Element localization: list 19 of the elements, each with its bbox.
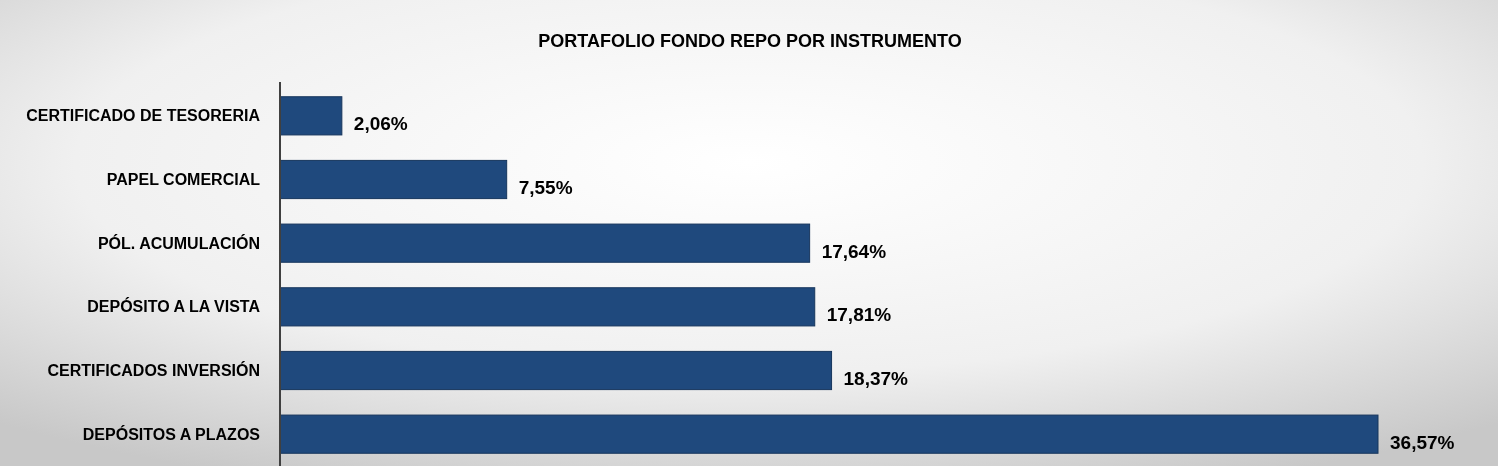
bar bbox=[279, 159, 508, 200]
data-label: 17,81% bbox=[826, 304, 892, 326]
data-label: 7,55% bbox=[518, 177, 573, 199]
y-tick-label: PÓL. ACUMULACIÓN bbox=[97, 233, 260, 252]
y-tick-label: CERTIFICADOS INVERSIÓN bbox=[47, 361, 260, 380]
bar bbox=[279, 350, 833, 391]
y-tick-label: PAPEL COMERCIAL bbox=[106, 171, 261, 189]
bar bbox=[279, 223, 811, 263]
chart-title: PORTAFOLIO FONDO REPO POR INSTRUMENTO bbox=[538, 31, 962, 51]
bar bbox=[279, 96, 343, 136]
y-tick-label: DEPÓSITO A LA VISTA bbox=[87, 297, 261, 316]
data-label: 36,57% bbox=[1390, 431, 1455, 453]
data-label: 2,06% bbox=[353, 113, 408, 135]
bar bbox=[279, 414, 1379, 454]
y-tick-label: DEPÓSITOS A PLAZOS bbox=[82, 424, 261, 443]
data-label: 17,64% bbox=[821, 240, 887, 262]
bar bbox=[279, 287, 816, 327]
data-label: 18,37% bbox=[843, 368, 909, 390]
y-tick-label: CERTIFICADO DE TESORERIA bbox=[26, 107, 261, 125]
